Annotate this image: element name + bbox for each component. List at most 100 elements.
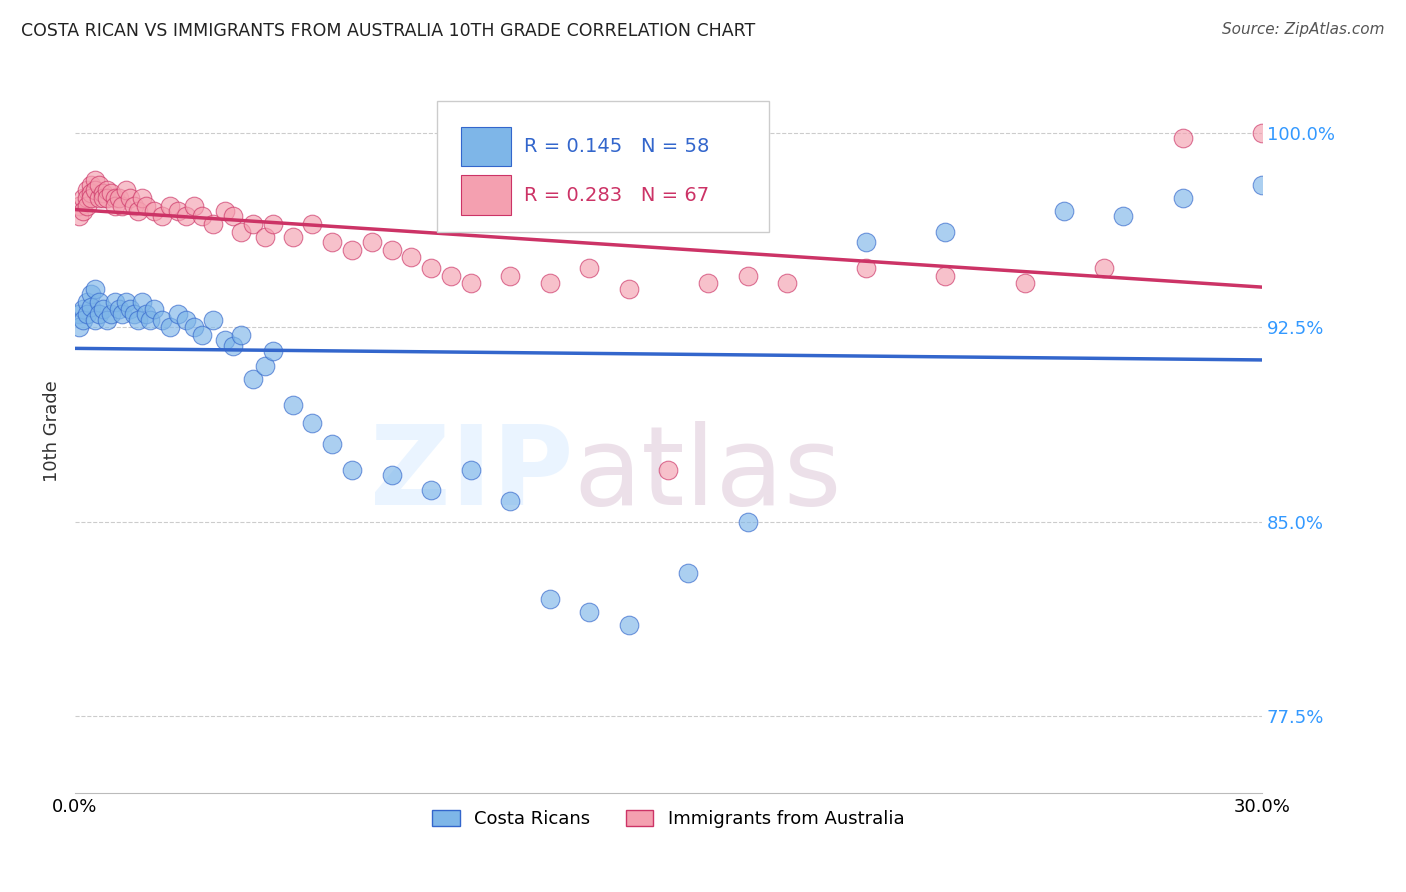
Point	[80, 286, 103, 301]
Point	[67, 199, 90, 213]
Text: R = 0.145   N = 58: R = 0.145 N = 58	[523, 137, 709, 156]
Point	[76, 294, 98, 309]
Point	[150, 209, 173, 223]
Point	[87, 308, 110, 322]
Point	[1112, 209, 1135, 223]
FancyBboxPatch shape	[437, 101, 769, 232]
Point	[167, 308, 190, 322]
Point	[281, 229, 304, 244]
Point	[499, 268, 522, 283]
Point	[76, 191, 98, 205]
Point	[1014, 277, 1036, 291]
Point	[80, 186, 103, 200]
Point	[578, 605, 600, 619]
Point	[360, 235, 382, 249]
Point	[107, 302, 129, 317]
Text: COSTA RICAN VS IMMIGRANTS FROM AUSTRALIA 10TH GRADE CORRELATION CHART: COSTA RICAN VS IMMIGRANTS FROM AUSTRALIA…	[21, 22, 755, 40]
Point	[72, 302, 94, 317]
Point	[131, 294, 153, 309]
Point	[80, 178, 103, 192]
Text: R = 0.283   N = 67: R = 0.283 N = 67	[523, 186, 709, 205]
Point	[100, 186, 122, 200]
Point	[1092, 260, 1115, 275]
FancyBboxPatch shape	[461, 175, 510, 215]
Point	[934, 268, 956, 283]
Point	[96, 312, 118, 326]
Point	[231, 225, 253, 239]
Point	[67, 209, 90, 223]
Point	[124, 308, 146, 322]
Point	[776, 277, 799, 291]
Point	[617, 281, 640, 295]
Point	[242, 372, 264, 386]
Point	[80, 300, 103, 314]
Point	[87, 178, 110, 192]
Point	[127, 312, 149, 326]
Point	[380, 467, 402, 482]
Point	[202, 312, 225, 326]
Point	[222, 209, 245, 223]
Point	[87, 294, 110, 309]
Point	[262, 343, 284, 358]
Point	[440, 268, 463, 283]
Point	[83, 281, 105, 295]
Point	[401, 251, 423, 265]
Point	[103, 199, 125, 213]
Point	[83, 312, 105, 326]
Point	[91, 191, 114, 205]
Point	[107, 191, 129, 205]
Point	[460, 277, 482, 291]
Point	[72, 203, 94, 218]
Point	[231, 328, 253, 343]
Point	[87, 191, 110, 205]
Point	[76, 183, 98, 197]
Point	[657, 463, 679, 477]
Point	[91, 302, 114, 317]
Point	[340, 243, 363, 257]
Point	[420, 260, 443, 275]
Point	[174, 209, 197, 223]
Point	[321, 437, 343, 451]
Point	[253, 359, 276, 374]
Point	[253, 229, 276, 244]
Point	[214, 334, 236, 348]
Point	[538, 277, 561, 291]
Point	[120, 302, 142, 317]
Point	[281, 398, 304, 412]
Point	[103, 191, 125, 205]
Point	[855, 235, 877, 249]
Point	[380, 243, 402, 257]
Point	[737, 515, 759, 529]
Point	[321, 235, 343, 249]
Point	[676, 566, 699, 581]
Point	[222, 338, 245, 352]
Point	[67, 308, 90, 322]
Point	[72, 312, 94, 326]
Point	[72, 191, 94, 205]
Point	[190, 209, 212, 223]
Point	[190, 328, 212, 343]
Point	[139, 312, 162, 326]
Point	[120, 191, 142, 205]
Point	[202, 217, 225, 231]
Point	[83, 173, 105, 187]
Point	[1171, 131, 1194, 145]
Point	[538, 592, 561, 607]
Point	[76, 199, 98, 213]
Text: ZIP: ZIP	[370, 421, 574, 528]
Point	[143, 203, 166, 218]
Point	[76, 308, 98, 322]
Point	[135, 199, 157, 213]
Point	[499, 493, 522, 508]
Point	[617, 618, 640, 632]
Point	[183, 320, 205, 334]
Point	[131, 191, 153, 205]
Point	[67, 320, 90, 334]
Point	[124, 199, 146, 213]
Point	[301, 416, 323, 430]
Point	[262, 217, 284, 231]
Point	[214, 203, 236, 218]
Point	[697, 277, 720, 291]
Point	[103, 294, 125, 309]
Point	[242, 217, 264, 231]
